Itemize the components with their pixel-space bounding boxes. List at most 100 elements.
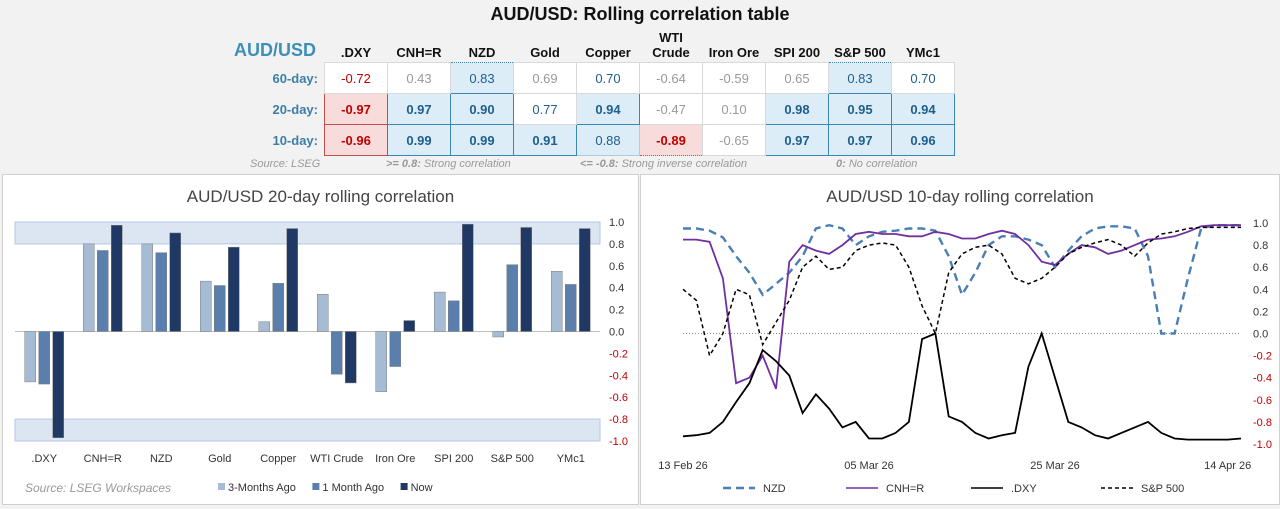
table-cell: 0.83: [450, 62, 514, 94]
x-tick-label: 05 Mar 26: [844, 460, 894, 472]
x-category-label: YMc1: [557, 453, 585, 465]
table-cell: -0.65: [702, 124, 766, 156]
bar: [258, 321, 270, 332]
x-tick-label: 13 Feb 26: [658, 460, 708, 472]
row-label: 60-day:: [272, 70, 318, 86]
table-cell: 0.96: [891, 124, 955, 156]
column-header: NZD: [468, 45, 496, 60]
legend-swatch: [218, 483, 225, 490]
y-tick-label: -0.2: [609, 348, 628, 360]
bar: [448, 300, 460, 332]
correlation-table-section: AUD/USD: Rolling correlation table AUD/U…: [0, 0, 1280, 172]
legend-none: 0: No correlation: [836, 158, 917, 170]
y-tick-label: -0.6: [609, 392, 628, 404]
bar: [389, 331, 401, 367]
bar: [492, 331, 504, 338]
series-line: [683, 223, 1241, 335]
bar: [97, 250, 109, 332]
x-category-label: WTI Crude: [310, 453, 363, 465]
y-tick-label: -1.0: [1253, 439, 1272, 451]
x-category-label: Iron Ore: [375, 453, 415, 465]
table-cell: 0.94: [891, 93, 955, 125]
table-cell: -0.89: [639, 124, 703, 156]
line-chart-title: AUD/USD 10-day rolling correlation: [826, 187, 1094, 206]
line-chart-panel: AUD/USD 10-day rolling correlation 1.0 0.…: [640, 174, 1280, 505]
y-tick-label: 0.6: [1253, 262, 1268, 274]
table-source: Source: LSEG: [250, 158, 321, 170]
legend-swatch: [312, 483, 320, 490]
column-header: SPI 200: [773, 45, 821, 60]
y-tick-label: -0.2: [1253, 351, 1272, 363]
y-tick-label: 0.0: [609, 327, 624, 339]
pair-label: AUD/USD: [234, 39, 317, 60]
column-header: S&P 500: [834, 45, 886, 60]
column-header: Iron Ore: [708, 45, 760, 60]
y-tick-label: 0.8: [609, 239, 624, 251]
y-tick-label: -1.0: [609, 436, 628, 448]
bar: [434, 291, 446, 332]
y-tick-label: -0.6: [1253, 395, 1272, 407]
legend-none-key: 0:: [836, 158, 846, 170]
table-cell: -0.64: [639, 62, 703, 94]
legend-strong-text: Strong correlation: [423, 158, 511, 170]
bar: [272, 283, 284, 332]
legend-label: 3-Months Ago: [228, 482, 296, 494]
x-category-label: .DXY: [31, 453, 57, 465]
legend-label: CNH=R: [886, 483, 924, 495]
table-cell: 0.99: [450, 124, 514, 156]
x-category-label: NZD: [150, 453, 173, 465]
bar: [331, 331, 343, 375]
series-line: [682, 330, 1242, 441]
bar: [565, 284, 577, 332]
page-title: AUD/USD: Rolling correlation table: [490, 4, 790, 24]
table-cell: 0.88: [576, 124, 640, 156]
table-cell: 0.65: [765, 62, 829, 94]
y-tick-label: 1.0: [1253, 218, 1268, 230]
legend-swatch: [400, 483, 408, 490]
bar: [24, 331, 36, 383]
bar: [551, 271, 563, 332]
table-cell: 0.70: [891, 62, 955, 94]
table-cell: -0.72: [324, 62, 388, 94]
bar: [38, 331, 50, 385]
highlight-band: [14, 418, 601, 442]
bar: [169, 232, 181, 332]
table-cell: 0.43: [387, 62, 451, 94]
legend-strong: >= 0.8: Strong correlation: [386, 158, 511, 170]
column-header: Copper: [585, 45, 631, 60]
y-tick-label: -0.4: [1253, 373, 1272, 385]
bar: [83, 243, 95, 332]
table-cell: 0.77: [513, 93, 577, 125]
bar: [214, 285, 226, 332]
table-cell: 0.95: [828, 93, 892, 125]
bar: [579, 228, 591, 332]
table-header-row: AUD/USD .DXY CNH=R NZD Gold Copper WTI C…: [228, 30, 955, 63]
bar: [141, 243, 153, 332]
bar-chart-title: AUD/USD 20-day rolling correlation: [186, 187, 455, 206]
table-row: 10-day: -0.96 0.99 0.99 0.91 0.88 -0.89 …: [228, 124, 955, 156]
table-cell: -0.47: [639, 93, 703, 125]
bar: [286, 228, 298, 332]
series-line: [683, 224, 1241, 390]
line-chart: 1.0 0.8 0.6 0.4 0.2 0.0 -0.2 -0.4 -0.6 -0.8 -1.0 13…: [658, 218, 1272, 495]
legend-label: Now: [411, 482, 433, 494]
table-cell: -0.96: [324, 124, 388, 156]
column-header: YMc1: [906, 45, 940, 60]
table-cell: 0.69: [513, 62, 577, 94]
bar: [403, 320, 415, 332]
bar: [155, 252, 167, 332]
x-category-label: CNH=R: [84, 453, 122, 465]
row-label: 20-day:: [272, 101, 318, 117]
column-header: .DXY: [340, 45, 372, 60]
table-cell: 0.97: [765, 124, 829, 156]
legend-inverse: <= -0.8: Strong inverse correlation: [580, 158, 747, 170]
table-cell: 0.91: [513, 124, 577, 156]
table-cell: 0.90: [450, 93, 514, 125]
bar: [52, 331, 64, 438]
legend-label: 1 Month Ago: [322, 482, 384, 494]
x-tick-label: 14 Apr 26: [1204, 460, 1251, 472]
x-category-label: Copper: [260, 453, 296, 465]
highlight-band: [14, 221, 601, 245]
table-cell: 0.83: [828, 62, 892, 94]
table-cell: 0.97: [828, 124, 892, 156]
